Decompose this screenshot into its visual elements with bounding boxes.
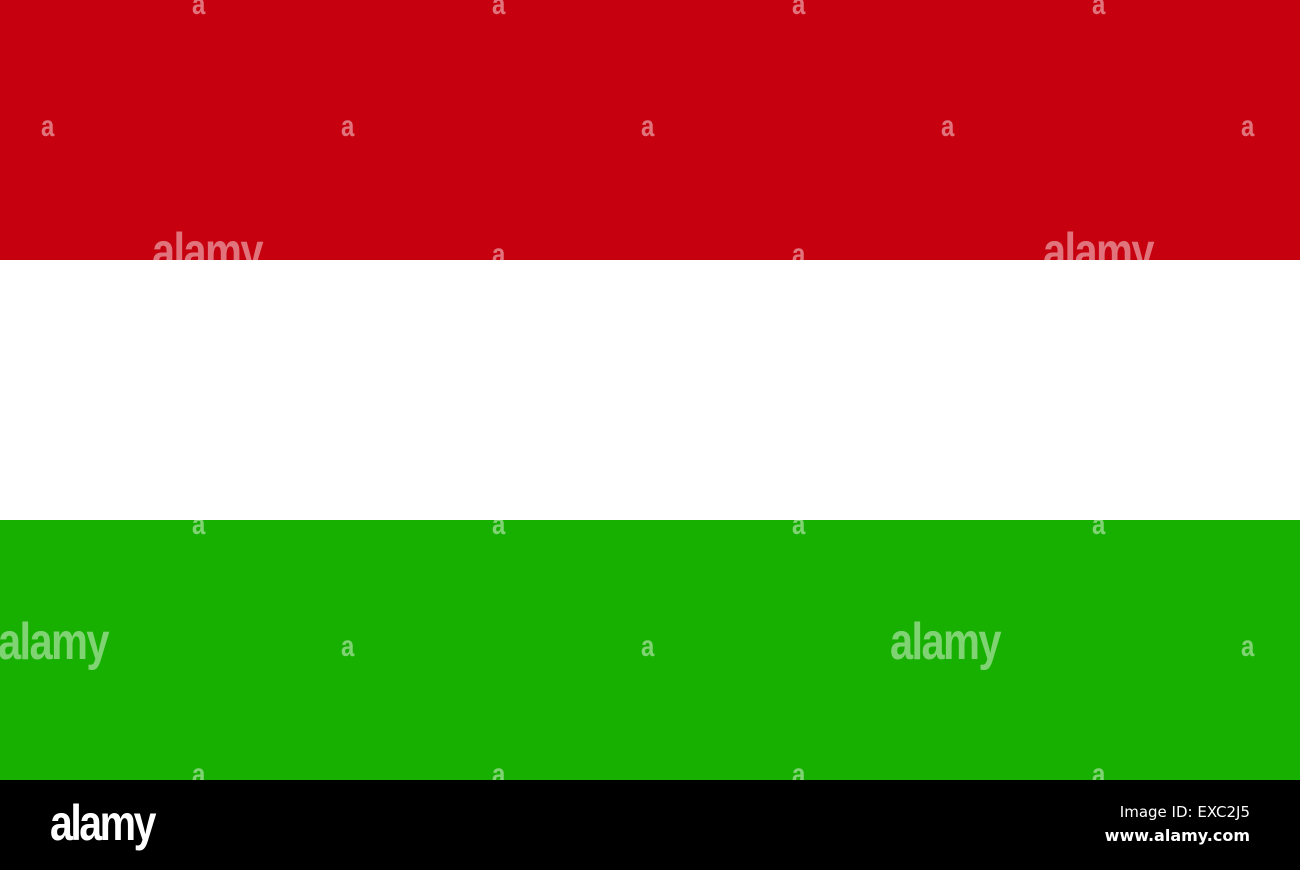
image-id: Image ID: EXC2J5 bbox=[1119, 803, 1250, 821]
alamy-logo: alamy bbox=[50, 795, 156, 851]
flag-stripe-white bbox=[0, 260, 1300, 520]
site-url: www.alamy.com bbox=[1104, 826, 1250, 845]
footer-bar bbox=[0, 780, 1300, 870]
flag-stripe-red bbox=[0, 0, 1300, 260]
flag-stripe-green bbox=[0, 520, 1300, 780]
